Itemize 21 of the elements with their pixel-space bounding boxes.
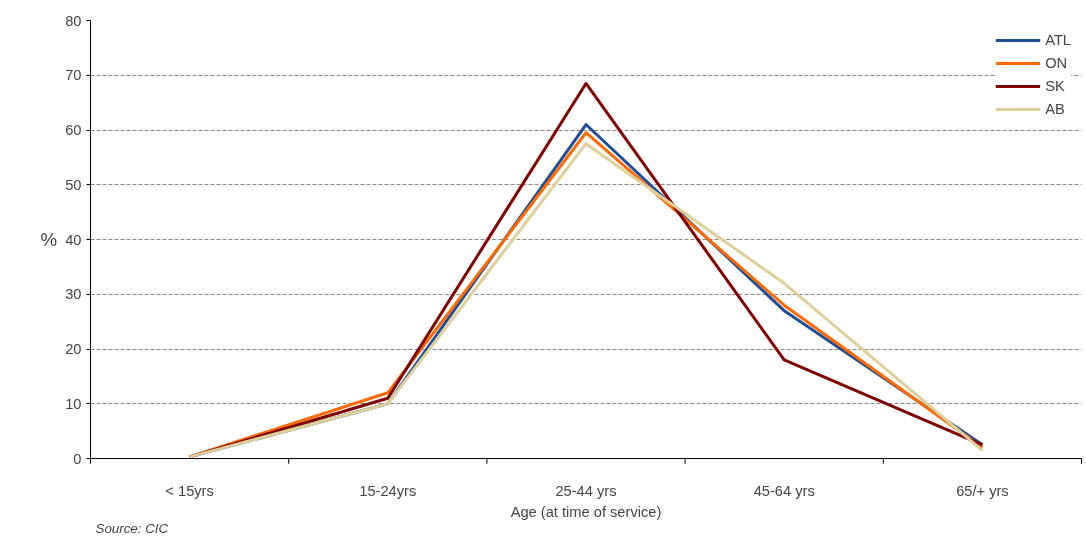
legend-label: AB <box>1045 101 1066 117</box>
x-tick-label: 65/+ yrs <box>956 482 1009 499</box>
x-tick-label: 25-44 yrs <box>555 482 617 499</box>
y-tick-label: 0 <box>73 450 82 467</box>
y-tick-label: 50 <box>65 176 82 193</box>
y-tick-label: 10 <box>65 395 82 412</box>
legend-label: ATL <box>1045 32 1071 48</box>
y-tick-label: 20 <box>65 341 82 357</box>
x-tick-label: 15-24yrs <box>359 482 417 499</box>
legend-label: ON <box>1045 55 1068 71</box>
y-tick-label: 70 <box>65 67 82 84</box>
y-axis-title: % <box>40 229 58 250</box>
y-tick-label: 60 <box>65 122 82 138</box>
source-note: Source: CIC <box>95 520 169 536</box>
x-axis-title: Age (at time of service) <box>510 503 662 520</box>
y-tick-label: 30 <box>65 286 82 303</box>
x-tick-label: < 15yrs <box>165 482 214 499</box>
y-tick-label: 80 <box>65 12 82 29</box>
legend-label: SK <box>1045 78 1066 94</box>
y-tick-label: 40 <box>65 231 82 248</box>
x-tick-label: 45-64 yrs <box>753 482 815 499</box>
